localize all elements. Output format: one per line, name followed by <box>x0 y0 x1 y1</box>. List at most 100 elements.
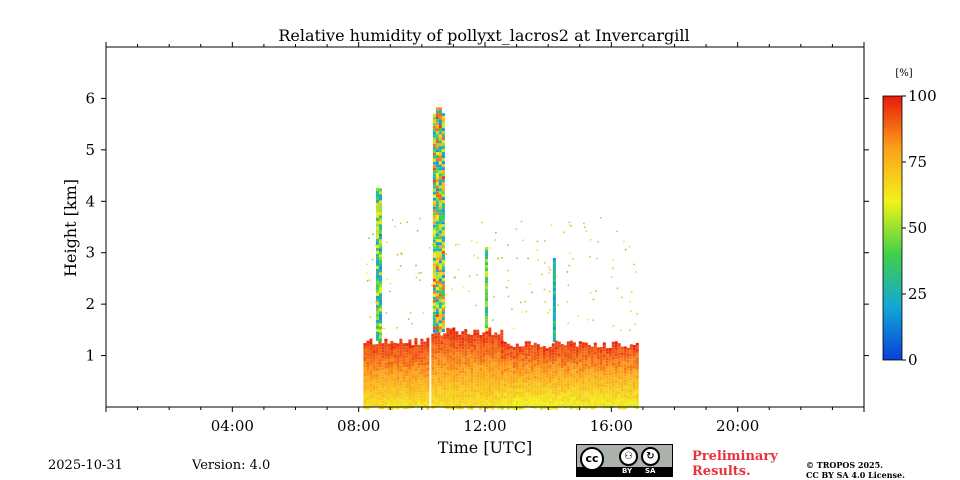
rh-cell <box>548 388 552 392</box>
rh-cell <box>379 206 382 210</box>
rh-cell <box>605 372 609 376</box>
rh-cell <box>366 373 370 377</box>
rh-cell <box>482 368 486 372</box>
rh-cell <box>438 302 442 306</box>
rh-cell <box>524 380 528 384</box>
rh-cell <box>485 247 488 251</box>
rh-cell <box>470 364 474 368</box>
rh-cell <box>485 358 489 362</box>
rh-cell <box>533 375 537 379</box>
rh-cell <box>590 361 594 365</box>
rh-cell <box>578 353 582 357</box>
rh-cell <box>438 155 442 159</box>
rh-cell <box>452 360 456 364</box>
rh-cell <box>363 349 367 352</box>
rh-speckle <box>385 241 388 243</box>
rh-cell <box>470 343 474 347</box>
rh-cell <box>366 385 370 389</box>
rh-cell <box>396 367 400 371</box>
rh-cell <box>378 349 382 353</box>
rh-cell <box>435 176 439 180</box>
rh-cell <box>500 344 504 347</box>
rh-cell <box>378 367 382 371</box>
rh-cell <box>593 342 597 346</box>
rh-speckle <box>386 278 389 280</box>
rh-cell <box>431 390 435 394</box>
rh-cell <box>536 374 540 378</box>
rh-cell <box>566 389 570 393</box>
rh-cell <box>587 386 591 390</box>
rh-cell <box>488 378 492 382</box>
rh-cell <box>461 343 465 347</box>
rh-cell <box>461 370 465 374</box>
rh-speckle <box>621 296 623 299</box>
rh-cell <box>584 354 588 358</box>
rh-cell <box>632 404 636 408</box>
rh-cell <box>536 350 540 354</box>
rh-cell <box>548 370 552 374</box>
rh-cell <box>554 388 558 392</box>
rh-cell <box>464 353 468 357</box>
rh-cell <box>566 401 570 405</box>
rh-cell <box>396 397 400 401</box>
rh-cell <box>432 149 436 153</box>
rh-cell <box>375 353 379 357</box>
rh-cell <box>476 386 480 390</box>
rh-cell <box>432 299 436 303</box>
rh-speckle <box>400 252 402 254</box>
rh-cell <box>402 346 406 350</box>
rh-cell <box>396 388 400 392</box>
rh-cell <box>402 406 406 410</box>
rh-cell <box>396 376 400 380</box>
rh-speckle <box>527 257 529 260</box>
rh-cell <box>524 362 528 366</box>
rh-cell <box>575 367 579 371</box>
rh-cell <box>441 269 445 273</box>
rh-cell <box>614 383 618 387</box>
rh-cell <box>587 377 591 381</box>
rh-cell <box>381 400 385 404</box>
rh-cell <box>485 292 488 296</box>
rh-speckle <box>543 262 546 264</box>
rh-cell <box>441 248 445 252</box>
rh-speckle <box>544 240 546 242</box>
rh-cell <box>432 314 436 318</box>
rh-cell <box>441 320 445 324</box>
rh-cell <box>569 373 573 377</box>
rh-cell <box>369 347 373 351</box>
rh-cell <box>390 353 394 356</box>
cc-license-badge[interactable]: cc ⚇ ↻ BY SA <box>576 444 673 477</box>
rh-cell <box>581 363 585 367</box>
rh-cell <box>366 346 370 350</box>
rh-cell <box>575 382 579 386</box>
rh-cell <box>599 356 603 359</box>
rh-cell <box>626 383 630 387</box>
rh-cell <box>557 383 561 387</box>
rh-cell <box>435 200 439 204</box>
rh-cell <box>548 361 552 365</box>
rh-cell <box>554 370 558 374</box>
rh-cell <box>461 397 465 401</box>
rh-cell <box>438 305 442 309</box>
rh-cell <box>452 390 456 394</box>
rh-cell <box>363 352 367 355</box>
rh-cell <box>533 393 537 397</box>
rh-cell <box>518 379 522 383</box>
rh-cell <box>369 344 373 348</box>
rh-cell <box>617 370 621 374</box>
rh-cell <box>393 345 397 349</box>
rh-cell <box>482 344 486 348</box>
rh-cell <box>587 344 591 348</box>
rh-cell <box>435 227 439 231</box>
rh-cell <box>503 383 507 387</box>
rh-cell <box>479 356 483 359</box>
rh-cell <box>587 401 591 405</box>
rh-cell <box>393 396 397 400</box>
rh-cell <box>369 401 373 405</box>
rh-cell <box>420 365 424 369</box>
rh-cell <box>363 343 367 346</box>
rh-cell <box>461 376 465 380</box>
rh-cell <box>434 404 438 408</box>
rh-cell <box>387 349 391 353</box>
rh-cell <box>438 149 442 153</box>
